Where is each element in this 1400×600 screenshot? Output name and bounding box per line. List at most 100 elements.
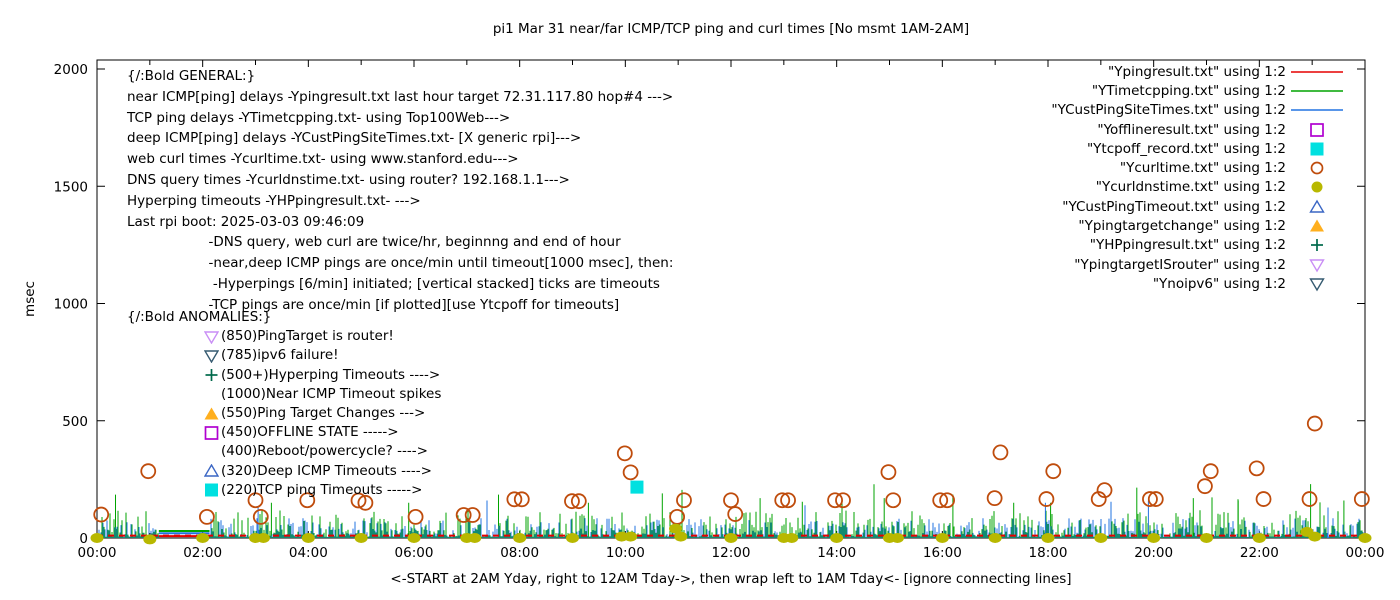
point-Ycurldnstime.txt (988, 533, 1002, 543)
anomaly-item: (320)Deep ICMP Timeouts ----> (127, 462, 441, 481)
general-line: Last rpi boot: 2025-03-03 09:46:09 (127, 213, 365, 230)
anomaly-item: (850)PingTarget is router! (127, 327, 441, 346)
x-tick-label: 00:00 (1346, 545, 1385, 561)
legend-entry-label: "YCustPingSiteTimes.txt" using 1:2 (1051, 102, 1286, 119)
point-Ycurltime.txt (676, 492, 692, 509)
point-Ycurltime.txt (1045, 463, 1062, 480)
x-tick-label: 04:00 (289, 545, 328, 561)
x-tick-label: 14:00 (817, 545, 856, 561)
point-Ycurldnstime.txt (407, 533, 421, 543)
point-Ycurltime.txt (570, 493, 587, 510)
y-tick-label: 1500 (54, 179, 88, 195)
point-Ycurldnstime.txt (830, 533, 844, 543)
point-Ycurltime.txt (1038, 491, 1055, 507)
anomaly-item: (400)Reboot/powercycle? ----> (127, 442, 441, 461)
x-tick-label: 00:00 (78, 545, 117, 561)
open-square-icon (204, 425, 219, 440)
general-line: DNS query times -Ycurldnstime.txt- using… (127, 171, 570, 188)
legend-entry: "YpingtargetISrouter" using 1:2 (986, 255, 1352, 274)
legend-entry-label: "Ycurldnstime.txt" using 1:2 (1095, 179, 1286, 196)
point-Ycurltime.txt (299, 492, 316, 509)
point-Ycurldnstime.txt (566, 533, 579, 543)
point-Ycurltime.txt (1202, 463, 1219, 480)
anomaly-item-label: (450)OFFLINE STATE -----> (221, 424, 399, 441)
x-axis-caption: <-START at 2AM Yday, right to 12AM Tday-… (390, 571, 1072, 587)
general-annotations: {/:Bold GENERAL:} near ICMP[ping] delays … (127, 66, 673, 316)
point-Ycurltime.txt (198, 508, 215, 525)
legend-entry: "Ycurldnstime.txt" using 1:2 (986, 178, 1352, 197)
legend-entry: "Ypingtargetchange" using 1:2 (986, 216, 1352, 235)
anomaly-item-label: (550)Ping Target Changes ---> (221, 404, 426, 421)
y-axis-label: msec (22, 281, 38, 317)
point-Ycurltime.txt (564, 493, 580, 510)
y-tick-label: 500 (62, 414, 88, 430)
open-triangle-up-icon (204, 464, 219, 477)
point-Ytcpoff_record.txt (630, 480, 644, 494)
x-tick-label: 16:00 (923, 545, 962, 561)
anomaly-item-label: (320)Deep ICMP Timeouts ----> (221, 462, 432, 479)
point-Ycurldnstime.txt (724, 533, 738, 543)
point-Ycurltime.txt (1255, 491, 1272, 507)
point-Ycurltime.txt (513, 491, 530, 508)
plus-icon (205, 369, 218, 382)
point-Ycurldnstime.txt (468, 533, 482, 543)
general-line: {/:Bold GENERAL:} (127, 68, 256, 84)
x-tick-label: 10:00 (606, 545, 645, 561)
point-Ycurltime.txt (939, 492, 955, 509)
open-triangle-down-icon (1309, 258, 1325, 272)
point-Ycurltime.txt (1306, 415, 1323, 432)
point-Ycurltime.txt (986, 490, 1003, 507)
point-Ycurltime.txt (357, 494, 374, 511)
general-line: -DNS query, web curl are twice/hr, begin… (127, 234, 621, 251)
point-Ycurltime.txt (780, 492, 796, 509)
point-Ycurldnstime.txt (143, 534, 157, 545)
point-Ycurltime.txt (723, 492, 739, 509)
anomaly-item-label: (220)TCP ping Timeouts -----> (221, 481, 423, 498)
point-Ycurltime.txt (140, 463, 157, 480)
point-Ycurldnstime.txt (1200, 533, 1213, 543)
point-Ycurltime.txt (835, 492, 851, 509)
legend-entry: "Yofflineresult.txt" using 1:2 (986, 120, 1352, 139)
anomaly-item: (785)ipv6 failure! (127, 346, 441, 365)
point-Ycurldnstime.txt (90, 533, 104, 543)
point-Ycurldnstime.txt (890, 533, 904, 543)
chart-title: pi1 Mar 31 near/far ICMP/TCP ping and cu… (492, 21, 970, 37)
legend-entry-label: "Ypingresult.txt" using 1:2 (1108, 63, 1286, 80)
general-line: web curl times -Ycurltime.txt- using www… (127, 151, 519, 168)
point-Ycurltime.txt (93, 506, 110, 523)
anomaly-item-label: (400)Reboot/powercycle? ----> (221, 443, 428, 460)
x-tick-label: 02:00 (183, 545, 222, 561)
point-Ycurltime.txt (622, 464, 639, 481)
anomaly-item: (550)Ping Target Changes ---> (127, 404, 441, 423)
legend-entry-label: "YCustPingTimeout.txt" using 1:2 (1062, 198, 1286, 215)
point-Ycurldnstime.txt (785, 533, 799, 543)
legend-entry: "YTimetcpping.txt" using 1:2 (986, 81, 1352, 100)
point-Ycurltime.txt (774, 492, 791, 509)
open-square-icon (1310, 122, 1324, 137)
point-Ycurldnstime.txt (669, 523, 683, 534)
legend-entry: "Ycurltime.txt" using 1:2 (986, 158, 1352, 177)
general-line: -TCP pings are once/min [if plotted][use… (127, 296, 620, 313)
point-Ycurltime.txt (464, 507, 481, 523)
x-tick-label: 22:00 (1240, 545, 1279, 561)
point-Ycurltime.txt (247, 492, 264, 509)
anomalies-annotations: {/:Bold ANOMALIES:} (850)PingTarget is ro… (127, 308, 441, 500)
legend-entry-label: "YHPpingresult.txt" using 1:2 (1089, 237, 1286, 254)
legend-entry: "Ynoipv6" using 1:2 (986, 274, 1352, 293)
point-Ycurltime.txt (407, 508, 424, 525)
general-line: TCP ping delays -YTimetcpping.txt- using… (127, 109, 511, 126)
x-tick-label: 12:00 (712, 545, 751, 561)
x-tick-label: 08:00 (500, 545, 539, 561)
legend-entry: "Ytcpoff_record.txt" using 1:2 (986, 139, 1352, 158)
anomaly-item: (1000)Near ICMP Timeout spikes (127, 385, 441, 404)
point-Ycurltime.txt (885, 492, 902, 509)
x-tick-label: 20:00 (1134, 545, 1173, 561)
filled-circle-icon (1311, 181, 1323, 193)
point-Ycurldnstime.txt (1041, 533, 1055, 543)
y-tick-label: 0 (79, 531, 88, 547)
point-Ycurldnstime.txt (301, 533, 315, 543)
line-icon (1291, 109, 1343, 112)
open-triangle-down-icon (204, 331, 219, 344)
general-line: -Hyperpings [6/min] initiated; [vertical… (127, 275, 660, 292)
filled-triangle-up-icon (1310, 219, 1324, 232)
